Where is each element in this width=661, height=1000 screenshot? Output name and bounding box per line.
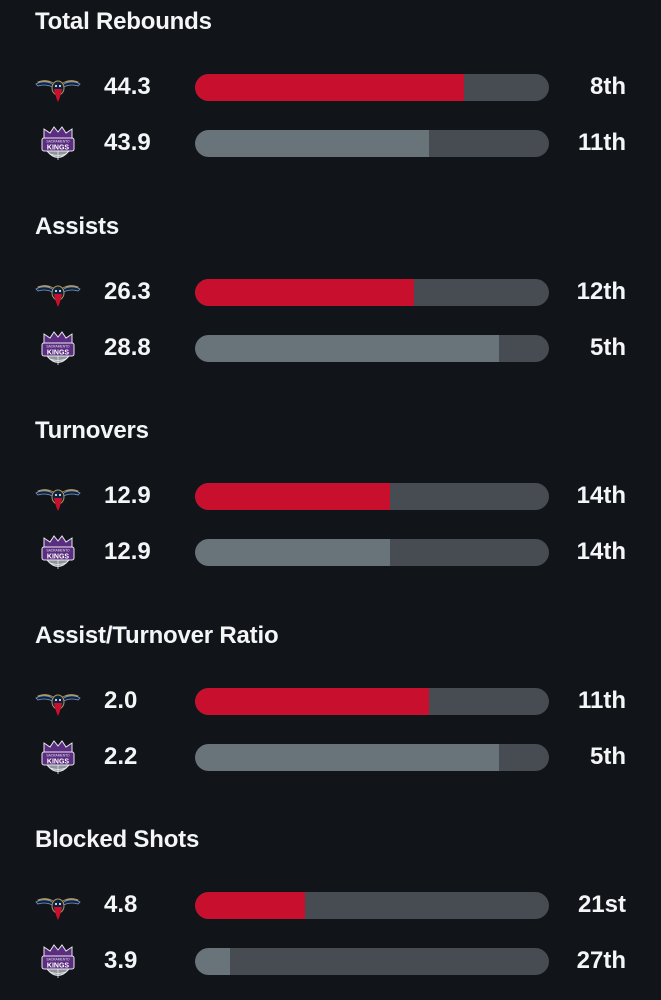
stat-section-assists: Assists 26.3 12th SACRAMENTO KINGS 28.8 …: [0, 205, 661, 409]
pelicans-logo-icon: [34, 479, 82, 515]
stat-bar-fill: [195, 74, 465, 101]
pelicans-logo-icon: [34, 684, 82, 720]
stat-section-total-rebounds: Total Rebounds 44.3 8th SACRAMENTO KINGS…: [0, 0, 661, 204]
kings-logo-svg: SACRAMENTO KINGS: [41, 126, 75, 160]
stat-bar-track: [195, 483, 549, 510]
stat-bar-fill: [195, 279, 415, 306]
stat-row-kings: SACRAMENTO KINGS 12.9 14th: [0, 535, 661, 571]
stat-section-blocked-shots: Blocked Shots 4.8 21st SACRAMENTO KINGS …: [0, 818, 661, 1000]
stat-bar-track: [195, 688, 549, 715]
kings-logo-text: KINGS: [47, 759, 70, 766]
section-title: Blocked Shots: [35, 826, 200, 853]
kings-logo-icon: SACRAMENTO KINGS: [34, 944, 82, 980]
stat-row-pelicans: 26.3 12th: [0, 275, 661, 311]
section-title: Turnovers: [35, 417, 149, 444]
stat-value: 2.2: [104, 743, 138, 770]
kings-logo-text: KINGS: [47, 554, 70, 561]
pelicans-logo-icon: [34, 70, 82, 106]
stat-value: 26.3: [104, 278, 151, 305]
kings-logo-svg: SACRAMENTO KINGS: [41, 740, 75, 774]
section-title: Assist/Turnover Ratio: [35, 622, 279, 649]
league-rank: 14th: [576, 482, 626, 509]
stat-row-kings: SACRAMENTO KINGS 28.8 5th: [0, 331, 661, 367]
stat-bar-track: [195, 130, 549, 157]
league-rank: 5th: [590, 334, 626, 361]
pelicans-logo-icon: [34, 275, 82, 311]
kings-logo-text: KINGS: [47, 145, 70, 152]
stat-value: 12.9: [104, 538, 151, 565]
stat-row-kings: SACRAMENTO KINGS 2.2 5th: [0, 740, 661, 776]
kings-logo-text-top: SACRAMENTO: [46, 140, 70, 144]
stat-bar-fill: [195, 130, 429, 157]
stat-bar-track: [195, 948, 549, 975]
stat-value: 3.9: [104, 947, 138, 974]
pelicans-logo-svg: [35, 80, 81, 102]
kings-logo-svg: SACRAMENTO KINGS: [41, 944, 75, 978]
league-rank: 12th: [576, 278, 626, 305]
stat-row-kings: SACRAMENTO KINGS 43.9 11th: [0, 126, 661, 162]
stat-row-kings: SACRAMENTO KINGS 3.9 27th: [0, 944, 661, 980]
league-rank: 11th: [577, 687, 626, 714]
league-rank: 14th: [576, 538, 626, 565]
stat-bar-track: [195, 74, 549, 101]
kings-logo-icon: SACRAMENTO KINGS: [34, 331, 82, 367]
stat-bar-track: [195, 539, 549, 566]
stat-row-pelicans: 44.3 8th: [0, 70, 661, 106]
stat-bar-fill: [195, 948, 231, 975]
stat-bar-fill: [195, 892, 305, 919]
section-title: Assists: [35, 213, 119, 240]
stat-row-pelicans: 4.8 21st: [0, 888, 661, 924]
kings-logo-icon: SACRAMENTO KINGS: [34, 535, 82, 571]
kings-logo-icon: SACRAMENTO KINGS: [34, 740, 82, 776]
league-rank: 8th: [590, 73, 626, 100]
kings-logo-text: KINGS: [47, 963, 70, 970]
kings-logo-text: KINGS: [47, 350, 70, 357]
kings-logo-svg: SACRAMENTO KINGS: [41, 331, 75, 365]
kings-logo-text-top: SACRAMENTO: [46, 754, 70, 758]
pelicans-logo-svg: [35, 898, 81, 920]
stat-bar-track: [195, 892, 549, 919]
stat-bar-track: [195, 279, 549, 306]
stat-value: 28.8: [104, 334, 151, 361]
stat-value: 44.3: [104, 73, 151, 100]
pelicans-logo-icon: [34, 888, 82, 924]
stat-section-assist-turnover-ratio: Assist/Turnover Ratio 2.0 11th SACRAMENT…: [0, 614, 661, 818]
kings-logo-text-top: SACRAMENTO: [46, 345, 70, 349]
pelicans-logo-svg: [35, 285, 81, 307]
stat-value: 12.9: [104, 482, 151, 509]
league-rank: 21st: [577, 891, 626, 918]
stat-value: 2.0: [104, 687, 138, 714]
kings-logo-icon: SACRAMENTO KINGS: [34, 126, 82, 162]
stat-row-pelicans: 12.9 14th: [0, 479, 661, 515]
stat-bar-fill: [195, 688, 429, 715]
stat-section-turnovers: Turnovers 12.9 14th SACRAMENTO KINGS 12.…: [0, 409, 661, 613]
kings-logo-svg: SACRAMENTO KINGS: [41, 535, 75, 569]
kings-logo-text-top: SACRAMENTO: [46, 958, 70, 962]
stat-bar-fill: [195, 744, 500, 771]
section-title: Total Rebounds: [35, 8, 212, 35]
stat-bar-fill: [195, 483, 390, 510]
stat-value: 4.8: [104, 891, 138, 918]
league-rank: 5th: [590, 743, 626, 770]
stat-value: 43.9: [104, 129, 151, 156]
league-rank: 27th: [576, 947, 626, 974]
stat-bar-track: [195, 744, 549, 771]
pelicans-logo-svg: [35, 694, 81, 716]
stat-bar-fill: [195, 539, 390, 566]
stat-bar-fill: [195, 335, 500, 362]
stat-bar-track: [195, 335, 549, 362]
stat-row-pelicans: 2.0 11th: [0, 684, 661, 720]
pelicans-logo-svg: [35, 489, 81, 511]
kings-logo-text-top: SACRAMENTO: [46, 549, 70, 553]
league-rank: 11th: [577, 129, 626, 156]
